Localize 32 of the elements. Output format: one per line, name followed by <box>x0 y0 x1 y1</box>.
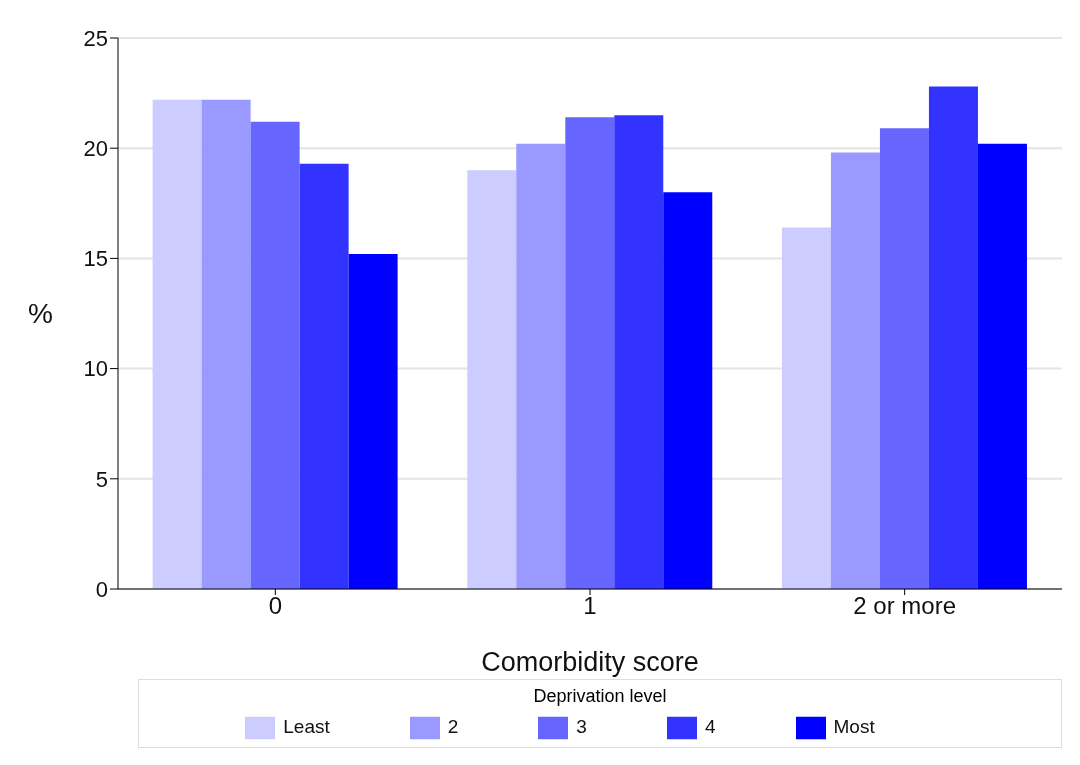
x-tick-label: 2 or more <box>853 592 957 620</box>
y-tick-label: 10 <box>83 356 108 382</box>
bar <box>879 128 929 589</box>
legend-title: Deprivation level <box>532 686 668 707</box>
bar <box>250 121 300 589</box>
bar <box>977 143 1027 589</box>
bar <box>928 86 978 589</box>
bar <box>467 170 517 589</box>
bar <box>201 99 251 589</box>
y-tick-label: 0 <box>95 576 108 602</box>
y-tick-label: 5 <box>95 466 108 492</box>
legend-label: 4 <box>704 716 716 738</box>
bar <box>299 163 349 589</box>
legend-label: 3 <box>576 716 587 738</box>
legend-label: Least <box>283 716 330 738</box>
y-tick-label: 15 <box>83 246 108 272</box>
x-tick-label: 0 <box>268 592 283 620</box>
y-tick-label: 20 <box>83 136 108 162</box>
legend-label: Most <box>833 716 875 738</box>
bar <box>348 253 398 589</box>
bar <box>781 227 831 589</box>
bar <box>152 99 202 589</box>
bar <box>614 115 664 589</box>
legend-label: 2 <box>447 716 459 738</box>
y-axis-title: % <box>28 298 53 330</box>
bar <box>830 152 880 589</box>
bar <box>565 117 615 589</box>
bar <box>516 143 566 589</box>
x-tick-label: 1 <box>583 592 597 620</box>
y-tick-label: 25 <box>83 25 108 51</box>
x-axis-title: Comorbidity score <box>481 647 699 677</box>
bar <box>663 192 713 589</box>
